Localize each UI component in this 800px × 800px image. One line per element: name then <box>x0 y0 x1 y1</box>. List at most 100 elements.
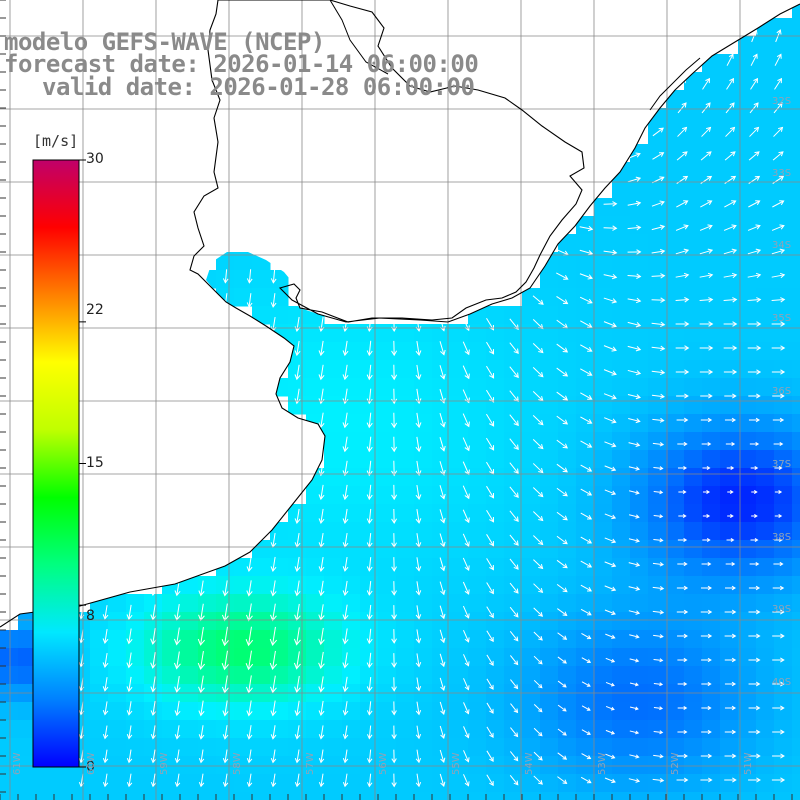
field-cell <box>648 306 667 325</box>
wind-arrow <box>772 705 785 711</box>
wind-arrow <box>439 341 446 356</box>
title-model: modelo GEFS-WAVE (NCEP) <box>4 28 325 56</box>
field-cell <box>450 702 469 721</box>
field-cell <box>450 720 469 739</box>
field-cell <box>198 774 217 793</box>
field-cell <box>738 738 757 757</box>
colorbar <box>32 159 86 768</box>
field-cell <box>90 738 109 757</box>
wind-arrow <box>391 412 398 429</box>
field-cell <box>396 666 415 685</box>
field-cell <box>666 234 685 253</box>
field-cell <box>774 414 793 433</box>
wind-arrow <box>627 200 642 207</box>
wind-arrow <box>580 392 593 400</box>
wind-arrow <box>726 538 735 542</box>
wind-arrow <box>653 754 664 759</box>
field-cell <box>702 270 721 289</box>
field-cell <box>414 396 433 415</box>
field-cell <box>684 396 703 415</box>
field-cell <box>522 306 541 325</box>
field-cell <box>576 522 595 541</box>
wind-arrow <box>629 490 640 495</box>
field-cell <box>792 270 800 289</box>
field-cell <box>684 630 703 649</box>
field-cell <box>720 522 739 541</box>
border-line <box>329 0 389 75</box>
field-cell <box>774 756 793 775</box>
field-cell <box>648 234 667 253</box>
field-cell <box>774 468 793 487</box>
wind-arrow <box>246 700 253 717</box>
field-cell <box>540 540 559 559</box>
field-cell <box>360 378 379 397</box>
wind-arrow <box>702 466 711 470</box>
wind-arrow <box>318 676 325 693</box>
field-cell <box>144 756 163 775</box>
wind-arrow <box>150 725 157 740</box>
field-cell <box>666 612 685 631</box>
field-cell <box>648 414 667 433</box>
wind-arrow <box>221 626 230 647</box>
field-cell <box>414 594 433 613</box>
wind-arrow <box>439 749 446 763</box>
wind-arrow <box>699 248 714 255</box>
field-cell <box>594 288 613 307</box>
field-cell <box>792 18 800 37</box>
field-cell <box>144 648 163 667</box>
field-cell <box>90 702 109 721</box>
field-cell <box>774 144 793 163</box>
field-cell <box>342 756 361 775</box>
field-cell <box>324 666 343 685</box>
field-cell <box>576 576 595 595</box>
field-cell <box>468 738 487 757</box>
wind-arrow <box>462 437 470 452</box>
field-cell <box>774 522 793 541</box>
field-cell <box>558 612 577 631</box>
field-cell <box>504 540 523 559</box>
field-cell <box>396 396 415 415</box>
field-cell <box>684 216 703 235</box>
wind-arrow <box>580 344 593 352</box>
field-cell <box>648 252 667 271</box>
wind-arrow <box>604 585 617 592</box>
field-cell <box>792 54 800 73</box>
field-cell <box>414 630 433 649</box>
field-cell <box>792 756 800 775</box>
field-cell <box>342 468 361 487</box>
field-cell <box>630 468 649 487</box>
field-cell <box>594 342 613 361</box>
wind-arrow <box>556 391 569 401</box>
wind-arrow <box>603 321 617 328</box>
field-cell <box>666 594 685 613</box>
lon-label-53w: 53W <box>597 752 608 775</box>
field-cell <box>468 648 487 667</box>
wind-arrow <box>604 441 617 448</box>
field-cell <box>666 648 685 667</box>
wind-arrow <box>318 364 325 381</box>
field-cell <box>756 558 775 577</box>
wind-arrow <box>699 224 713 231</box>
wind-arrow <box>342 412 349 429</box>
wind-arrow <box>270 293 277 308</box>
field-cell <box>738 180 757 199</box>
wind-arrow <box>774 538 783 542</box>
wind-arrow <box>391 557 397 572</box>
field-cell <box>738 126 757 145</box>
field-cell <box>792 738 800 757</box>
field-cell <box>288 792 307 800</box>
field-cell <box>144 792 163 800</box>
field-cell <box>738 702 757 721</box>
wind-arrow <box>651 297 666 303</box>
field-cell <box>738 198 757 217</box>
field-cell <box>666 342 685 361</box>
field-cell <box>792 648 800 667</box>
field-cell <box>342 702 361 721</box>
field-cell <box>468 414 487 433</box>
wind-arrow <box>270 580 277 597</box>
field-cell <box>774 396 793 415</box>
field-cell <box>630 234 649 253</box>
field-cell <box>666 162 685 181</box>
wind-arrow <box>439 365 446 380</box>
field-cell <box>648 324 667 343</box>
